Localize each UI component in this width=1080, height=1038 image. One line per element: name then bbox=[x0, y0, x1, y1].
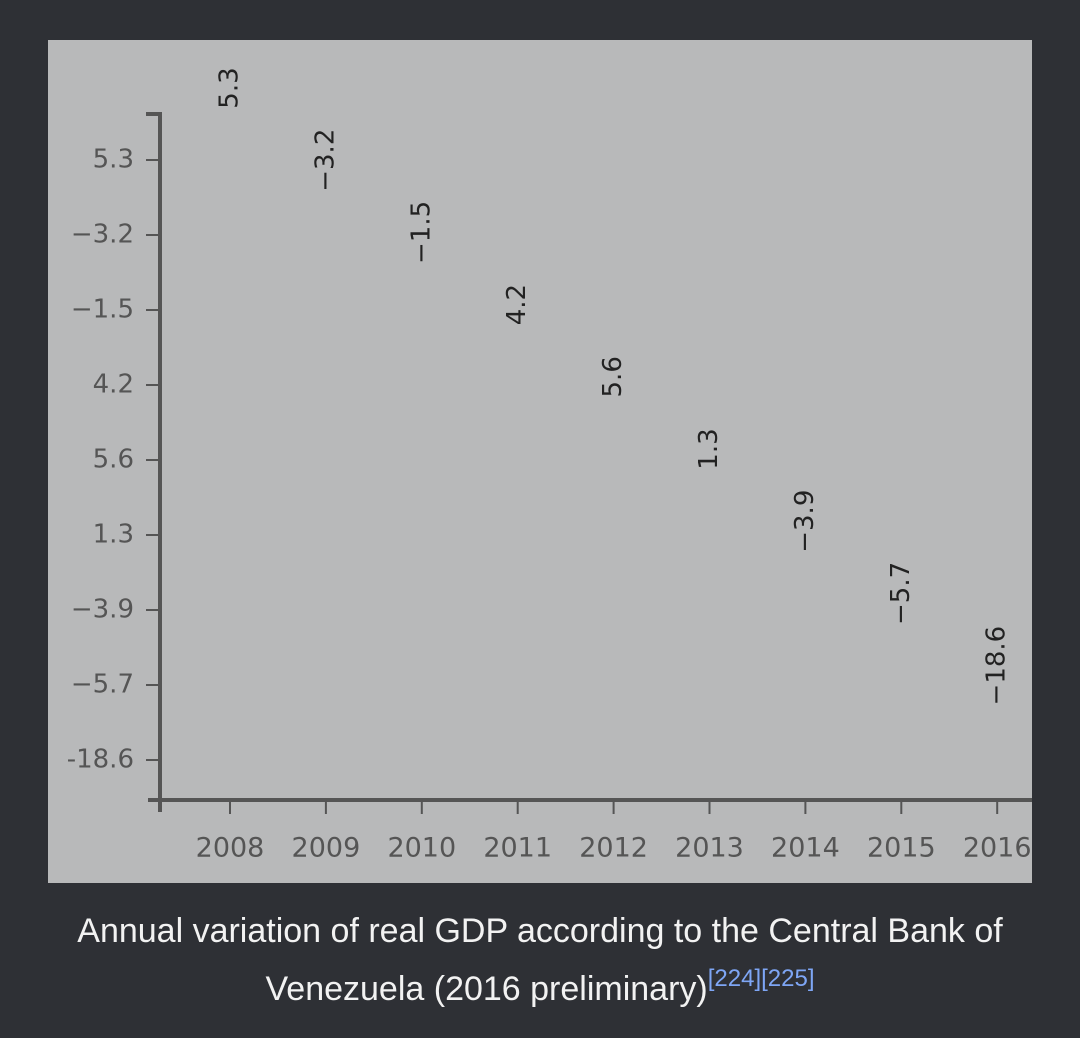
reference[interactable]: [224] bbox=[707, 965, 762, 992]
y-tick-label: −3.2 bbox=[71, 220, 134, 250]
y-tick-label: 5.3 bbox=[93, 145, 134, 175]
data-label: −18.6 bbox=[982, 626, 1012, 706]
y-tick-label: 5.6 bbox=[93, 445, 134, 475]
y-tick-label: -18.6 bbox=[67, 745, 134, 775]
y-tick-label: 4.2 bbox=[93, 370, 134, 400]
y-tick-label: −3.9 bbox=[71, 595, 134, 625]
data-label: 1.3 bbox=[694, 428, 724, 469]
y-tick-label: 1.3 bbox=[93, 520, 134, 550]
x-tick-label: 2016 bbox=[963, 833, 1032, 864]
x-tick-label: 2010 bbox=[387, 833, 456, 864]
plot: 5.3 −3.2 −1.5 4.2 5.6 1.3 −3.9 −5.7 -18.6 2008 5.3… bbox=[67, 67, 1032, 864]
x-tick-label: 2009 bbox=[292, 833, 361, 864]
chart-background bbox=[48, 40, 1032, 883]
x-tick-label: 2008 bbox=[196, 833, 265, 864]
data-label: 5.6 bbox=[598, 356, 628, 397]
x-tick-label: 2015 bbox=[867, 833, 936, 864]
data-label: 4.2 bbox=[502, 284, 532, 325]
y-tick-label: −5.7 bbox=[71, 670, 134, 700]
data-label: −3.9 bbox=[790, 490, 820, 553]
x-tick-label: 2011 bbox=[483, 833, 552, 864]
caption: Annual variation of real GDP according t… bbox=[60, 902, 1020, 1018]
data-label: 5.3 bbox=[215, 67, 245, 108]
data-label: −1.5 bbox=[406, 201, 436, 264]
reference[interactable]: [225] bbox=[761, 965, 815, 992]
x-tick-label: 2014 bbox=[771, 833, 840, 864]
caption-text: Annual variation of real GDP according t… bbox=[77, 912, 1003, 1008]
y-tick-label: −1.5 bbox=[71, 295, 134, 325]
data-label: −5.7 bbox=[886, 562, 916, 625]
chart: 5.3 −3.2 −1.5 4.2 5.6 1.3 −3.9 −5.7 -18.6 2008 5.3… bbox=[48, 40, 1032, 883]
data-label: −3.2 bbox=[310, 129, 340, 192]
references: [224][225] bbox=[708, 965, 815, 992]
x-tick-label: 2013 bbox=[675, 833, 744, 864]
x-tick-label: 2012 bbox=[579, 833, 648, 864]
